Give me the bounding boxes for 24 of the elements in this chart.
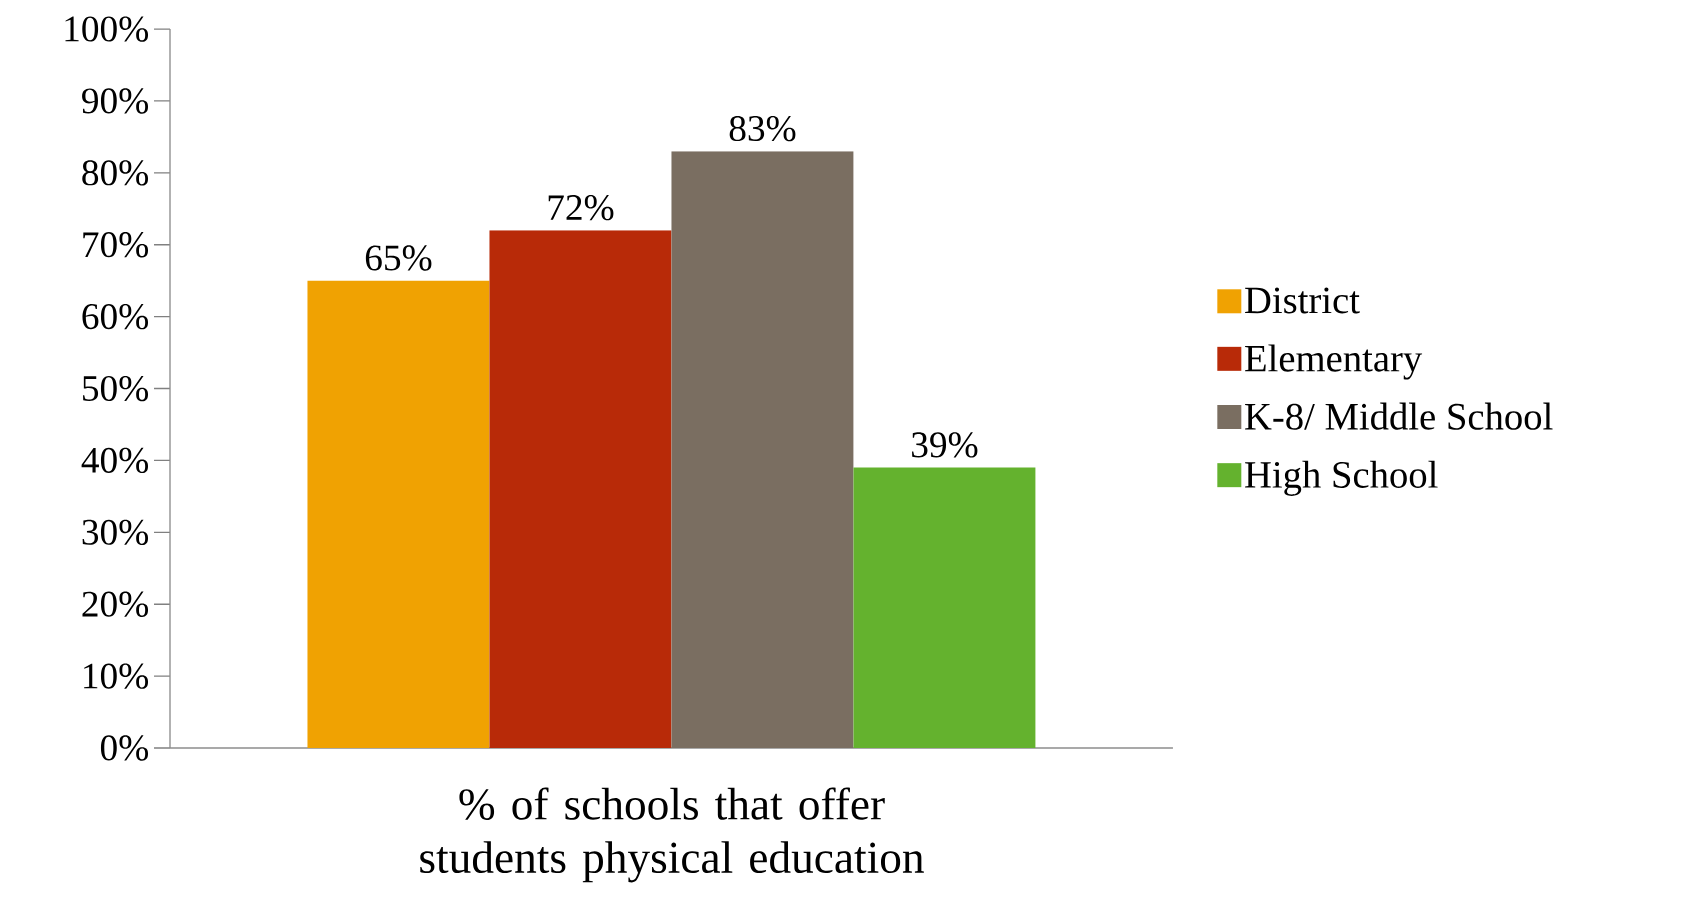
bar [671,151,854,748]
bar [853,467,1036,748]
y-tick-label: 30% [82,519,149,545]
y-tick-label: 80% [82,160,149,186]
bar [489,230,672,748]
data-label: 65% [365,245,432,271]
data-label: 72% [548,195,614,221]
legend-label: K-8/ Middle School [1245,402,1553,430]
data-label: 39% [912,432,978,458]
y-tick-label: 90% [82,88,149,114]
legend-label: District [1245,287,1360,314]
y-tick-label: 40% [81,447,149,474]
y-tick-label: 100% [65,16,149,42]
data-label: 83% [729,115,796,142]
legend-label: Elementary [1245,344,1423,380]
y-tick-label: 0% [100,735,149,761]
bar [307,280,490,748]
y-tick-label: 10% [84,663,149,689]
legend-label: High School [1245,460,1438,496]
y-tick-label: 20% [82,591,149,617]
y-tick-label: 70% [83,232,149,258]
y-tick-label: 60% [82,303,149,330]
y-tick-label: 50% [83,375,149,402]
x-tick-label: % of schools that offer students physical education [420,787,924,883]
